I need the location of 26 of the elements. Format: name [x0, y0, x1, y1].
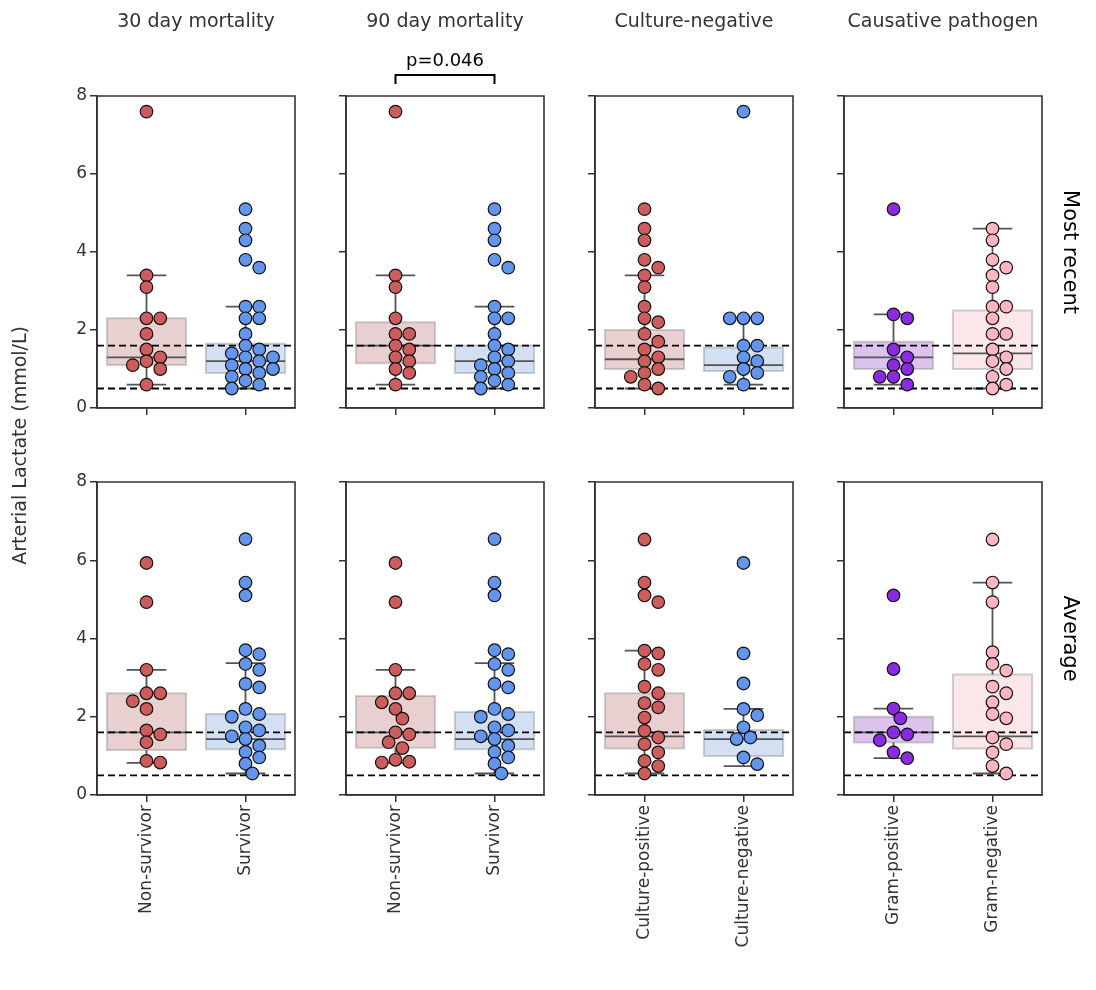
x-tick-label: Gram-negative — [980, 805, 1001, 933]
y-tick-label: 8 — [76, 470, 87, 491]
y-axis-title: Arterial Lactate (mmol/L) — [8, 326, 30, 565]
y-tick-label: 6 — [76, 162, 87, 183]
chart-title: 30 day mortality — [117, 8, 275, 31]
y-tick-label: 2 — [76, 705, 87, 726]
x-tick-label: Survivor — [482, 805, 503, 876]
x-tick-label: Gram-positive — [881, 805, 902, 925]
y-tick-label: 4 — [76, 240, 87, 261]
x-tick-label: Culture-positive — [632, 805, 653, 940]
y-tick-label: 0 — [76, 783, 87, 804]
text: p=0.046 — [405, 48, 485, 70]
x-tick-label: Survivor — [233, 805, 254, 876]
x-tick-label: Culture-negative — [731, 805, 752, 948]
y-tick-label: 6 — [76, 548, 87, 569]
y-tick-label: 2 — [76, 318, 87, 339]
y-tick-label: 4 — [76, 626, 87, 647]
x-tick-label: Non-survivor — [134, 805, 155, 914]
chart-title: Culture-negative — [614, 8, 774, 31]
y-tick-label: 8 — [76, 84, 87, 105]
chart-title: Causative pathogen — [847, 8, 1039, 31]
chart-title: 90 day mortality — [366, 8, 524, 31]
x-tick-label: Non-survivor — [383, 805, 404, 914]
y2-axis-title: Average — [1058, 595, 1083, 682]
y-tick-label: 0 — [76, 396, 87, 417]
y2-axis-title: Most recent — [1058, 190, 1083, 314]
